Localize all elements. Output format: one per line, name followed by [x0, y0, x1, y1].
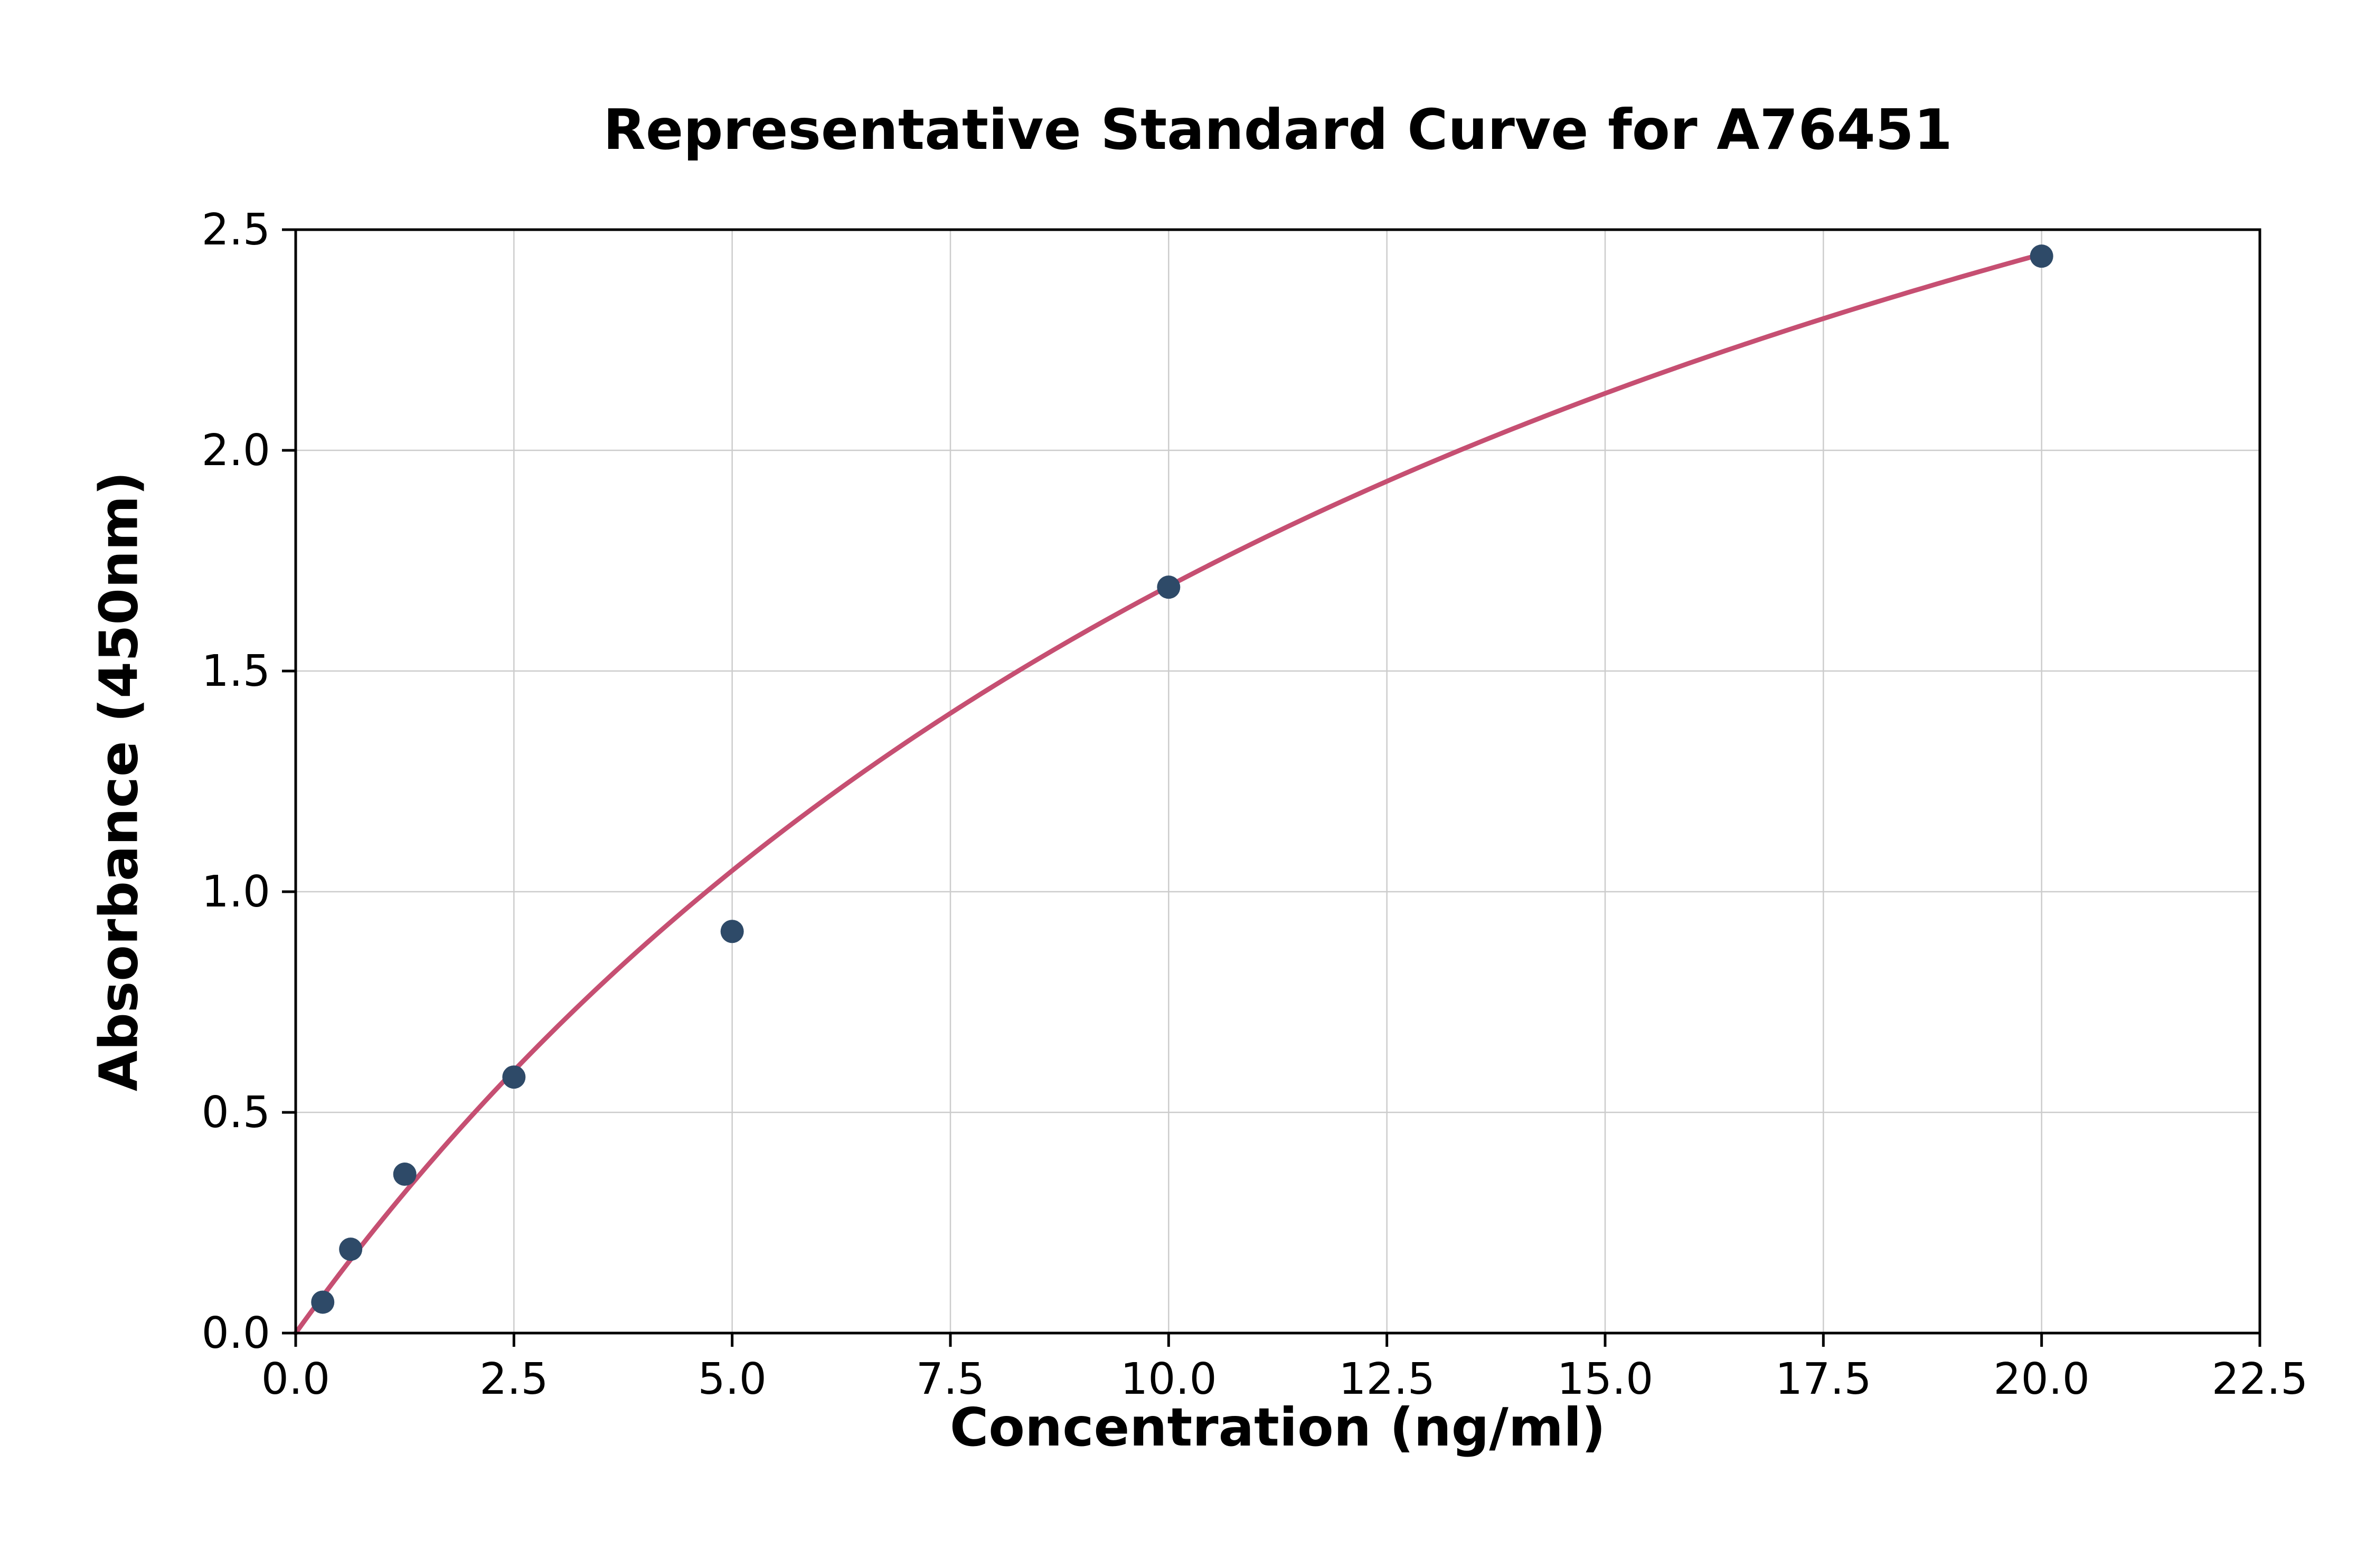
- x-tick-label: 2.5: [479, 1354, 548, 1404]
- y-tick-label: 1.0: [202, 867, 270, 917]
- data-points: [311, 244, 2053, 1314]
- x-tick-label: 17.5: [1775, 1354, 1872, 1404]
- fit-curve: [293, 250, 2049, 1336]
- y-tick-label: 2.5: [202, 205, 270, 255]
- chart-title: Representative Standard Curve for A76451: [603, 98, 1953, 162]
- x-tick-label: 22.5: [2212, 1354, 2308, 1404]
- x-tick-label: 15.0: [1557, 1354, 1654, 1404]
- tick-marks: [282, 228, 2261, 1347]
- x-tick-label: 0.0: [261, 1354, 330, 1404]
- y-tick-label: 1.5: [202, 646, 270, 696]
- x-tick-label: 12.5: [1338, 1354, 1435, 1404]
- data-point: [393, 1163, 417, 1186]
- data-point: [502, 1065, 526, 1089]
- data-point: [2030, 244, 2053, 268]
- x-tick-label: 10.0: [1120, 1354, 1217, 1404]
- x-tick-label: 7.5: [916, 1354, 985, 1404]
- grid-lines: [295, 229, 2261, 1334]
- data-point: [1157, 575, 1181, 599]
- x-tick-label: 5.0: [697, 1354, 766, 1404]
- y-tick-label: 0.0: [202, 1308, 270, 1358]
- y-tick-label: 2.0: [202, 426, 270, 476]
- axis-frame: [294, 228, 2261, 1335]
- y-tick-label: 0.5: [202, 1088, 270, 1138]
- data-point: [720, 920, 744, 943]
- data-point: [311, 1290, 335, 1314]
- x-tick-label: 20.0: [1993, 1354, 2090, 1404]
- x-axis-label: Concentration (ng/ml): [949, 1396, 1606, 1458]
- y-tick-labels: 0.0 0.5 1.0 1.5 2.0 2.5: [202, 205, 270, 1358]
- data-point: [339, 1238, 363, 1261]
- x-tick-labels: 0.0 2.5 5.0 7.5 10.0 12.5 15.0 17.5 20.0 22.5: [261, 1354, 2308, 1404]
